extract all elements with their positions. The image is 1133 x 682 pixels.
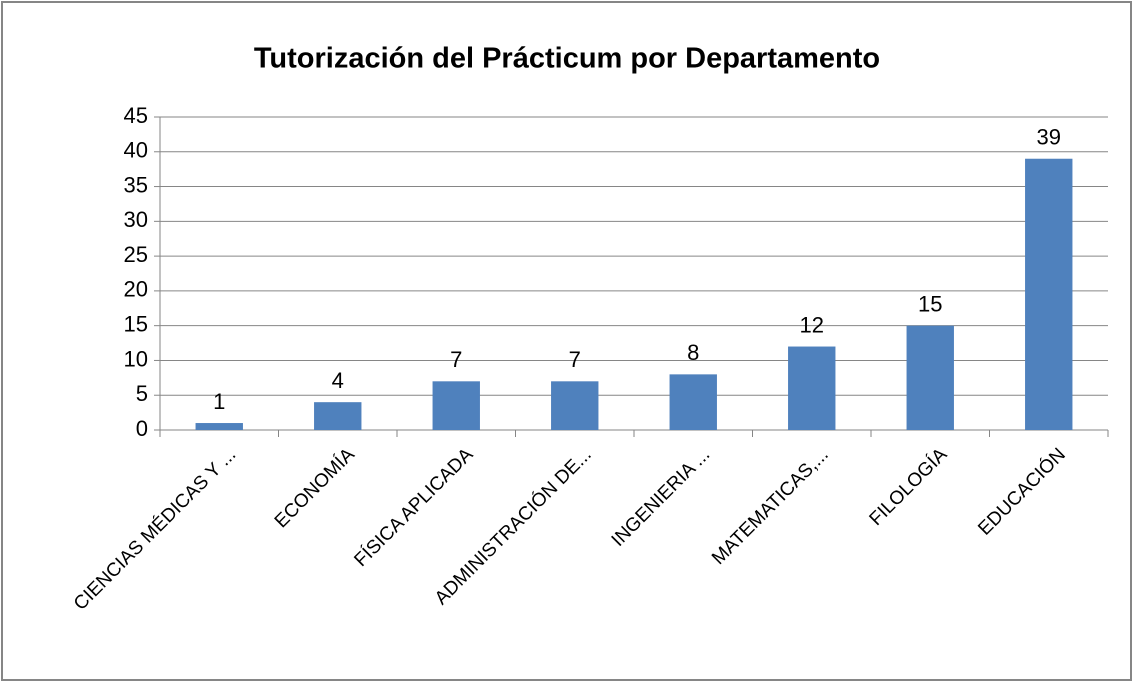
y-tick-label: 30 (124, 207, 148, 232)
y-tick-label: 0 (136, 416, 148, 441)
chart-title: Tutorización del Prácticum por Departame… (254, 43, 880, 75)
data-label: 39 (1037, 125, 1061, 150)
bar (551, 381, 599, 430)
bar (788, 346, 836, 430)
y-tick-label: 5 (136, 381, 148, 406)
data-label: 15 (918, 291, 942, 316)
data-label: 7 (569, 347, 581, 372)
bar (1025, 158, 1073, 430)
bar (195, 423, 243, 430)
bar (314, 402, 362, 430)
bar (906, 325, 954, 430)
y-tick-label: 20 (124, 277, 148, 302)
data-label: 8 (687, 340, 699, 365)
y-tick-label: 45 (124, 103, 148, 128)
y-tick-label: 35 (124, 172, 148, 197)
bar (669, 374, 717, 430)
data-label: 4 (332, 368, 344, 393)
y-tick-label: 40 (124, 138, 148, 163)
data-label: 7 (450, 347, 462, 372)
data-label: 12 (800, 312, 824, 337)
y-tick-label: 10 (124, 346, 148, 371)
y-tick-label: 25 (124, 242, 148, 267)
y-tick-label: 15 (124, 311, 148, 336)
bar (432, 381, 480, 430)
data-label: 1 (213, 389, 225, 414)
